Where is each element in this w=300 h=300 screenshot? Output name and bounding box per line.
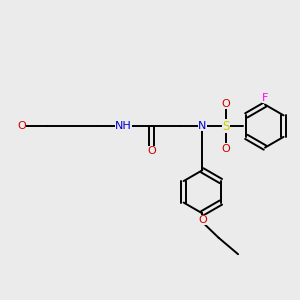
Text: O: O — [198, 215, 207, 225]
Text: S: S — [223, 120, 230, 133]
Text: O: O — [222, 143, 230, 154]
Text: O: O — [17, 121, 26, 131]
Text: N: N — [198, 121, 206, 131]
Text: NH: NH — [115, 121, 131, 131]
Text: O: O — [222, 99, 230, 109]
Text: F: F — [262, 93, 268, 103]
Text: O: O — [147, 146, 156, 157]
